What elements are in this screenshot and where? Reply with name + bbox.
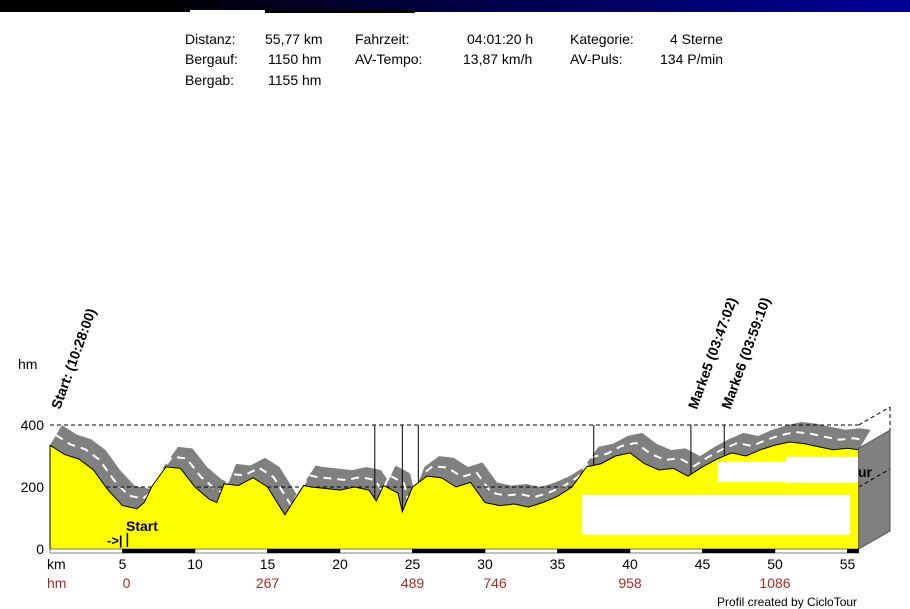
distance-bar-segment bbox=[49, 548, 123, 554]
bergab-value: 1155 hm bbox=[268, 72, 322, 88]
y-tick-label: 0 bbox=[36, 541, 44, 557]
distance-bar-segment bbox=[122, 548, 196, 554]
overlay-box bbox=[582, 495, 850, 535]
tempo-label: AV-Tempo: bbox=[355, 51, 423, 67]
distance-bar-segment bbox=[629, 548, 703, 554]
x-tick-label: 50 bbox=[767, 556, 783, 572]
distance-bar-segment bbox=[847, 548, 859, 554]
fahrzeit-value: 04:01:20 h bbox=[467, 31, 534, 47]
distance-bar-segment bbox=[484, 548, 558, 554]
title-notch bbox=[265, 10, 415, 13]
tempo-value: 13,87 km/h bbox=[463, 51, 533, 67]
profile-shadow-line bbox=[55, 431, 865, 507]
bergauf-label: Bergauf: bbox=[185, 51, 238, 67]
hm-cumulative-label: 1086 bbox=[759, 575, 790, 591]
hm-cumulative-label: 746 bbox=[483, 575, 507, 591]
distance-bar-segment bbox=[702, 548, 776, 554]
distanz-label: Distanz: bbox=[185, 31, 236, 47]
side-gridline bbox=[858, 468, 891, 488]
overlay-box bbox=[718, 462, 786, 482]
title-bar bbox=[0, 0, 910, 12]
overlay-box bbox=[786, 457, 860, 483]
hm-cumulative-label: 267 bbox=[256, 575, 280, 591]
kategorie-value: 4 Sterne bbox=[670, 31, 723, 47]
bergab-label: Bergab: bbox=[185, 72, 235, 88]
puls-label: AV-Puls: bbox=[570, 51, 623, 67]
x-tick-label: 45 bbox=[695, 556, 711, 572]
x-tick-label: 15 bbox=[260, 556, 276, 572]
footer-credit: Profil created by CicloTour bbox=[717, 595, 858, 609]
distance-bar-segment bbox=[339, 548, 413, 554]
start-label: Start bbox=[126, 518, 158, 534]
side-panel bbox=[858, 429, 891, 550]
profile-shadow bbox=[50, 422, 871, 515]
x-tick-label: 30 bbox=[477, 556, 493, 572]
hm-cumulative-label: 958 bbox=[618, 575, 642, 591]
x-tick-label: 20 bbox=[332, 556, 348, 572]
y-tick-label: 400 bbox=[21, 417, 45, 433]
fahrzeit-label: Fahrzeit: bbox=[355, 31, 410, 47]
x-tick-label: 5 bbox=[119, 556, 127, 572]
x-tick-label: 25 bbox=[405, 556, 421, 572]
distance-bar-segment bbox=[557, 548, 631, 554]
kategorie-label: Kategorie: bbox=[570, 31, 634, 47]
x-tick-label: 35 bbox=[550, 556, 566, 572]
partial-legend-text: ur bbox=[858, 464, 873, 480]
profile-line bbox=[49, 441, 859, 516]
y-tick-label: 200 bbox=[21, 479, 45, 495]
start-arrow: ->| bbox=[107, 533, 123, 548]
y-axis-label: hm bbox=[18, 356, 37, 372]
distance-bar-segment bbox=[774, 548, 848, 554]
distance-bar-segment bbox=[412, 548, 486, 554]
x-tick-label: 10 bbox=[187, 556, 203, 572]
hm-cumulative-label: 0 bbox=[123, 575, 131, 591]
bergauf-value: 1150 hm bbox=[268, 51, 322, 67]
x-tick-label: 40 bbox=[622, 556, 638, 572]
distanz-value: 55,77 km bbox=[265, 31, 323, 47]
x-tick-label: 55 bbox=[840, 556, 856, 572]
distance-bar-segment bbox=[267, 548, 341, 554]
side-gridline bbox=[858, 406, 891, 426]
puls-value: 134 P/min bbox=[660, 51, 724, 67]
hm-row-label: hm bbox=[47, 575, 66, 591]
hm-cumulative-label: 489 bbox=[401, 575, 425, 591]
title-notch bbox=[190, 10, 265, 13]
marker-label: Start: (10:28:00) bbox=[48, 306, 99, 411]
x-axis-label: km bbox=[47, 556, 66, 572]
distance-bar-segment bbox=[194, 548, 268, 554]
